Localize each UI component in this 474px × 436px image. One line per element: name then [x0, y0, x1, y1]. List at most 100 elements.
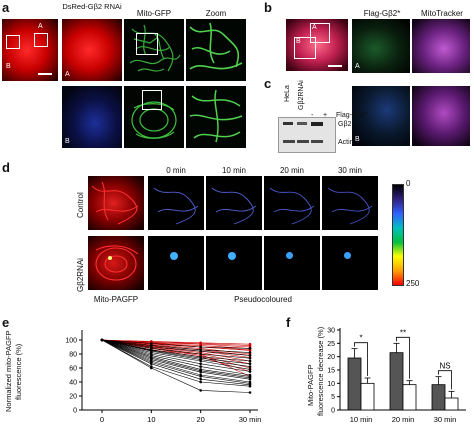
panel-d-control-30 [322, 176, 378, 230]
panel-a-box-b [6, 35, 20, 49]
panel-d-rnai-20 [264, 236, 320, 290]
y-tick-label: 10 [327, 381, 335, 388]
series-line [101, 339, 251, 349]
data-point [248, 347, 252, 350]
photoactivated-spot [170, 252, 178, 260]
series-line [101, 339, 251, 384]
data-point [100, 338, 104, 342]
y-tick-label: 40 [69, 380, 77, 387]
data-point [248, 356, 252, 360]
data-point [248, 359, 252, 363]
series-line [101, 339, 251, 387]
panel-c-row-flag: Flag-Gβ2* [336, 112, 369, 119]
panel-d-rnai-pagfp [88, 236, 144, 290]
x-tick-label: 30 min [239, 415, 262, 424]
panel-b-box-b [294, 37, 316, 59]
x-tick-label: 20 min [392, 415, 415, 424]
bar [389, 352, 404, 411]
panel-a-header-dsred: DsRed-Gβ2 RNAi [62, 2, 122, 11]
panel-d-control-20 [264, 176, 320, 230]
panel-d-time-0: 0 min [166, 166, 186, 175]
bar [431, 384, 446, 411]
data-point [199, 362, 202, 366]
significance-label: NS [439, 362, 450, 371]
western-blot [278, 117, 336, 153]
data-point [248, 370, 252, 373]
panel-d-time-30: 30 min [337, 166, 362, 175]
panel-b-row-a-letter: A [355, 63, 360, 70]
panel-a-box-b-label: B [6, 63, 11, 70]
colorbar-min: 0 [406, 179, 411, 188]
series-line [101, 339, 251, 370]
series-line [101, 339, 251, 346]
data-point [199, 375, 202, 378]
y-tick-label: 15 [327, 368, 335, 375]
bar [402, 384, 417, 411]
photoactivated-spot [286, 252, 293, 259]
data-point [248, 354, 252, 357]
series-line [101, 339, 251, 365]
panel-c-label: c [264, 76, 272, 91]
panel-a-zoom-box-b [142, 90, 162, 110]
panel-d-label: d [2, 160, 10, 175]
panel-a-label: a [2, 0, 10, 15]
panel-b-box-a-label: A [312, 24, 317, 31]
panel-d-rnai-0 [148, 236, 204, 290]
data-point [199, 389, 202, 392]
panel-a-dsred-row-a: A [62, 19, 122, 81]
series-line [101, 339, 251, 377]
panel-f-label: f [286, 315, 291, 330]
blot-band [311, 122, 323, 126]
panel-b-mitotracker-row-a [412, 19, 470, 73]
panel-d-control-pagfp [88, 176, 144, 230]
data-point [199, 370, 202, 374]
panel-b-overview-image: A B [286, 19, 348, 71]
series-line [101, 339, 251, 380]
panel-b-flag-row-b: B [352, 86, 410, 146]
panel-a-zoom-box [136, 33, 158, 55]
y-tick-label: 20 [69, 394, 77, 401]
panel-a-mitogfp-row-b [124, 86, 184, 148]
panel-a-header-mitogfp: Mito-GFP [136, 9, 172, 18]
panel-c-minus: - [311, 112, 314, 119]
series-line [101, 339, 251, 383]
series-line [101, 339, 251, 367]
data-point [248, 377, 252, 381]
bar [347, 357, 362, 411]
photoactivated-spot [344, 252, 351, 259]
y-tick-label: 0 [73, 408, 77, 415]
panel-a-mitogfp-row-a [124, 19, 184, 81]
y-tick-label: 30 [327, 328, 335, 335]
scale-bar [38, 73, 52, 75]
series-line [101, 339, 251, 393]
series-line [101, 339, 251, 353]
panel-b-label: b [264, 0, 272, 15]
bar [444, 397, 459, 411]
series-line [101, 339, 251, 362]
blot-band [283, 122, 293, 125]
panel-c-plus: + [323, 112, 328, 119]
photoactivated-spot [228, 252, 236, 260]
series-line [101, 339, 251, 351]
panel-a-zoom-row-b [186, 86, 246, 148]
panel-b-mitotracker-row-b [412, 86, 470, 146]
panel-d-rnai-30 [322, 236, 378, 290]
significance-bracket [396, 336, 410, 379]
data-point [248, 368, 252, 371]
data-point [150, 342, 153, 345]
panel-b-box-a [310, 23, 330, 43]
y-tick-label: 25 [327, 341, 335, 348]
y-tick-label: 60 [69, 366, 77, 373]
significance-bracket [354, 342, 368, 376]
panel-b-flag-row-a: A [352, 19, 410, 73]
y-tick-label: 100 [65, 338, 77, 345]
panel-c-row-gb2: Gβ2 [338, 121, 352, 128]
significance-label: ** [400, 328, 406, 337]
panel-a-box-a [34, 33, 48, 47]
panel-a-box-a-label: A [38, 23, 43, 30]
data-point [199, 365, 202, 368]
panel-a-row-b-letter: B [65, 138, 70, 145]
x-tick-label: 20 [196, 415, 204, 424]
data-point [199, 352, 202, 356]
